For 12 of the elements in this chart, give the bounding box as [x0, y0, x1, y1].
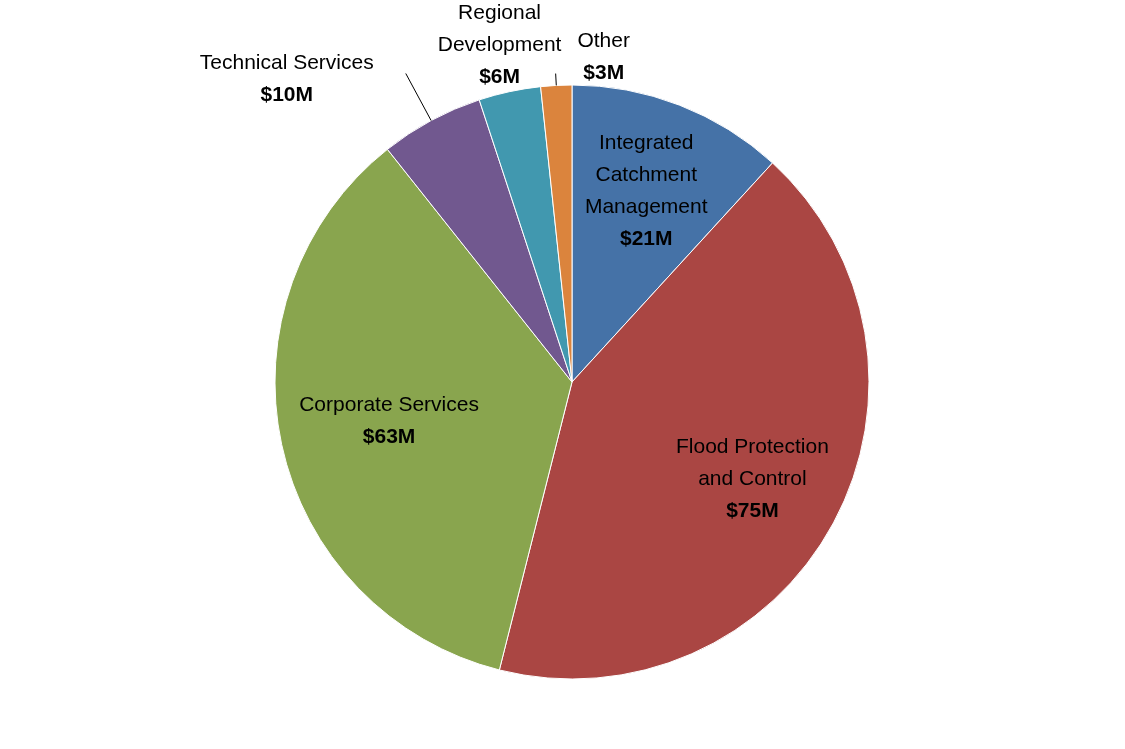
data-label: $21M [619, 225, 673, 249]
data-label: $63M [362, 424, 416, 448]
slice-label: Corporate Services [299, 392, 479, 416]
data-label: $6M [479, 64, 521, 88]
slice-label: Integrated Catchment Management [584, 129, 708, 217]
data-label: $3M [583, 59, 625, 83]
slice-label: Flood Protection and Control [675, 434, 829, 490]
slice-label: Other [577, 27, 630, 51]
data-label: $10M [260, 82, 314, 106]
slice-label: Regional Development [437, 0, 562, 56]
slice-label: Technical Services [199, 50, 374, 74]
data-label: $75M [726, 498, 779, 522]
